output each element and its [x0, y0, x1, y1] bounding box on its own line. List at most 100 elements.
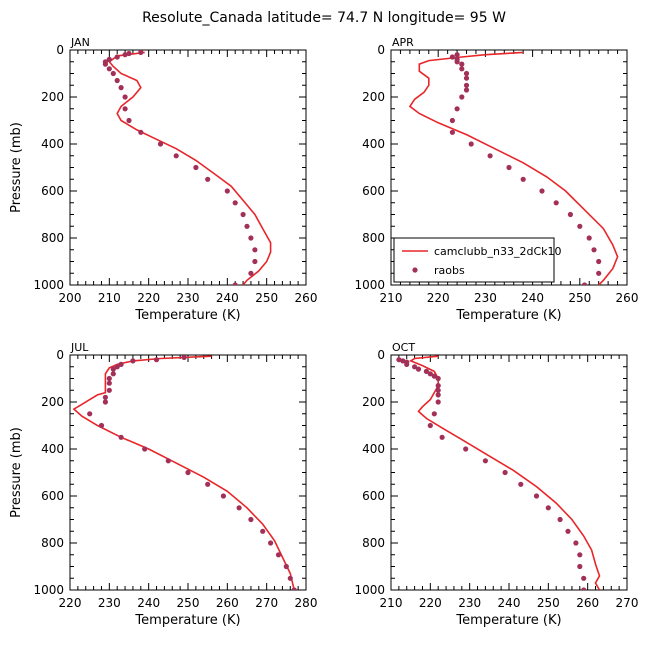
raobs-point: [224, 188, 230, 194]
y-tick-label: 800: [362, 231, 385, 245]
raobs-point: [423, 368, 429, 374]
y-tick-label: 800: [41, 231, 64, 245]
raobs-point: [98, 422, 105, 429]
raobs-point: [118, 85, 124, 91]
raobs-point: [449, 54, 455, 60]
raobs-point: [518, 481, 524, 487]
x-tick-label: 250: [537, 596, 560, 610]
raobs-point: [463, 82, 470, 88]
raobs-point: [232, 200, 238, 206]
raobs-point: [110, 366, 116, 372]
raobs-point: [153, 357, 160, 363]
x-tick-label: 230: [98, 596, 121, 610]
x-axis-label: Temperature (K): [455, 308, 561, 323]
raobs-point: [114, 364, 120, 370]
figure-title: Resolute_Canada latitude= 74.7 N longitu…: [142, 10, 506, 26]
y-tick-label: 1000: [33, 278, 64, 292]
legend-box: [393, 237, 555, 283]
raobs-point: [110, 371, 116, 377]
raobs-point: [268, 540, 274, 546]
panels-group: 200 210 220 230 240 250 260 0 200 400 600 800 1000 JA…: [9, 36, 638, 628]
raobs-point: [596, 270, 602, 276]
panel-jan: 200 210 220 230 240 250 260 0 200 400 600 800 1000 JA…: [9, 36, 317, 323]
raobs-point: [553, 200, 559, 206]
raobs-point: [138, 50, 144, 55]
series-line-model: [408, 355, 601, 590]
x-tick-label: 200: [59, 291, 82, 305]
panel-label: OCT: [392, 341, 415, 354]
x-tick-label: 280: [295, 596, 318, 610]
x-tick-label: 260: [616, 291, 639, 305]
raobs-point: [449, 117, 455, 124]
raobs-point: [567, 211, 574, 218]
y-tick-label: 0: [377, 348, 385, 362]
raobs-point: [106, 375, 112, 382]
raobs-point: [454, 52, 460, 58]
y-tick-label: 800: [362, 536, 385, 550]
raobs-point: [102, 399, 108, 405]
x-tick-label: 240: [216, 291, 239, 305]
panel-apr: 210 220 230 240 250 260 0 200 400 600 800 1000 APR Te…: [354, 36, 638, 323]
raobs-point: [591, 247, 597, 253]
y-tick-label: 400: [41, 137, 64, 151]
x-tick-label: 250: [177, 596, 200, 610]
raobs-point: [427, 371, 433, 377]
panel-label: JAN: [70, 36, 90, 49]
x-tick-label: 220: [59, 596, 82, 610]
y-tick-label: 400: [362, 442, 385, 456]
raobs-point: [275, 552, 282, 558]
raobs-point: [427, 422, 433, 429]
raobs-point: [287, 575, 293, 581]
raobs-point: [454, 106, 460, 112]
raobs-point: [463, 70, 470, 77]
x-tick-label: 260: [576, 596, 599, 610]
raobs-point: [431, 373, 437, 379]
raobs-point: [459, 94, 465, 100]
plot-area: [72, 355, 297, 590]
raobs-point: [581, 282, 588, 285]
raobs-point: [412, 364, 418, 370]
raobs-point: [565, 528, 571, 534]
raobs-point: [220, 493, 226, 499]
raobs-point: [431, 411, 437, 417]
x-axis-label: Temperature (K): [134, 308, 240, 323]
y-tick-label: 0: [56, 348, 64, 362]
x-tick-label: 260: [216, 596, 239, 610]
x-tick-label: 240: [521, 291, 544, 305]
raobs-point: [248, 516, 254, 523]
raobs-point: [581, 587, 587, 590]
x-tick-label: 230: [474, 291, 497, 305]
raobs-point: [435, 392, 441, 398]
y-axis-label: Pressure (mb): [9, 122, 24, 213]
raobs-point: [126, 50, 132, 57]
raobs-point: [400, 358, 406, 364]
raobs-point: [487, 153, 493, 159]
raobs-point: [415, 366, 422, 372]
raobs-point: [102, 394, 108, 400]
y-tick-label: 1000: [33, 583, 64, 597]
raobs-point: [396, 357, 402, 363]
raobs-point: [185, 469, 191, 476]
raobs-point: [520, 176, 526, 182]
y-axis-label: Pressure (mb): [9, 427, 24, 518]
series-line-model: [72, 355, 295, 590]
legend-model-label: camclubb_n33_2dCk10: [434, 245, 562, 258]
raobs-point: [122, 106, 128, 112]
x-tick-label: 230: [177, 291, 200, 305]
raobs-point: [181, 355, 187, 360]
y-tick-label: 200: [41, 90, 64, 104]
y-tick-label: 200: [362, 395, 385, 409]
x-tick-label: 250: [568, 291, 591, 305]
raobs-point: [577, 552, 583, 558]
raobs-point: [87, 411, 93, 417]
x-axis-label: Temperature (K): [134, 613, 240, 628]
raobs-point: [463, 446, 469, 452]
raobs-point: [106, 56, 112, 63]
raobs-point: [577, 223, 583, 229]
raobs-point: [157, 141, 164, 147]
raobs-point: [533, 493, 540, 499]
raobs-point: [236, 505, 242, 511]
raobs-point: [260, 528, 266, 534]
raobs-point: [283, 563, 289, 570]
raobs-point: [404, 361, 410, 367]
